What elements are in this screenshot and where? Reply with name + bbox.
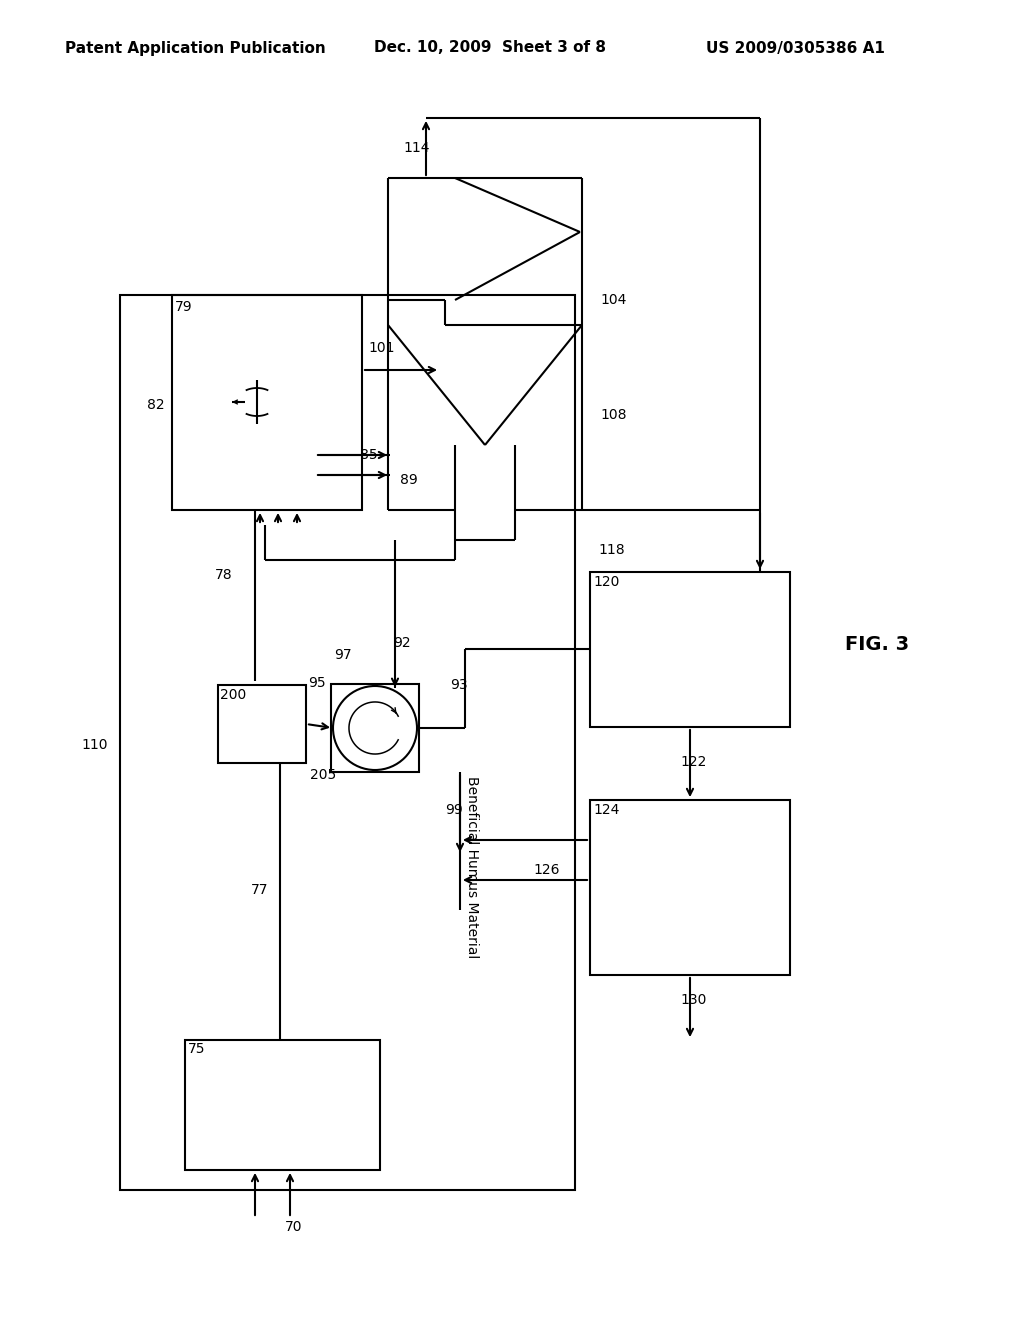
Text: Beneficial Humus Material: Beneficial Humus Material (465, 776, 479, 958)
Bar (590, 572, 790, 727)
Text: 78: 78 (214, 568, 232, 582)
Text: US 2009/0305386 A1: US 2009/0305386 A1 (706, 41, 885, 55)
Text: 92: 92 (393, 636, 411, 649)
Text: 104: 104 (600, 293, 627, 308)
Bar (590, 800, 790, 975)
Text: 101: 101 (368, 341, 394, 355)
Text: 200: 200 (220, 688, 246, 702)
Bar (172, 294, 362, 510)
Text: 126: 126 (534, 863, 560, 876)
Text: 110: 110 (82, 738, 108, 752)
Text: 75: 75 (188, 1041, 206, 1056)
Bar (120, 294, 575, 1191)
Text: 130: 130 (680, 993, 707, 1007)
Bar (218, 685, 306, 763)
Text: 79: 79 (175, 300, 193, 314)
Text: 108: 108 (600, 408, 627, 422)
Text: Patent Application Publication: Patent Application Publication (65, 41, 326, 55)
Text: FIG. 3: FIG. 3 (845, 635, 909, 655)
Text: 70: 70 (285, 1220, 302, 1234)
Text: 82: 82 (147, 399, 165, 412)
Text: 124: 124 (593, 803, 620, 817)
Text: 77: 77 (251, 883, 268, 898)
Text: 97: 97 (335, 648, 352, 663)
Text: 99: 99 (445, 803, 463, 817)
Bar (331, 684, 419, 772)
Bar (185, 1040, 380, 1170)
Text: 93: 93 (450, 678, 468, 692)
Text: 122: 122 (680, 755, 707, 770)
Text: 89: 89 (400, 473, 418, 487)
Text: 205: 205 (310, 768, 336, 781)
Text: 118: 118 (598, 543, 625, 557)
Text: 95: 95 (308, 676, 326, 690)
Text: 120: 120 (593, 576, 620, 589)
Text: Dec. 10, 2009  Sheet 3 of 8: Dec. 10, 2009 Sheet 3 of 8 (374, 41, 606, 55)
Text: 85: 85 (360, 447, 378, 462)
Text: 114: 114 (403, 141, 429, 154)
